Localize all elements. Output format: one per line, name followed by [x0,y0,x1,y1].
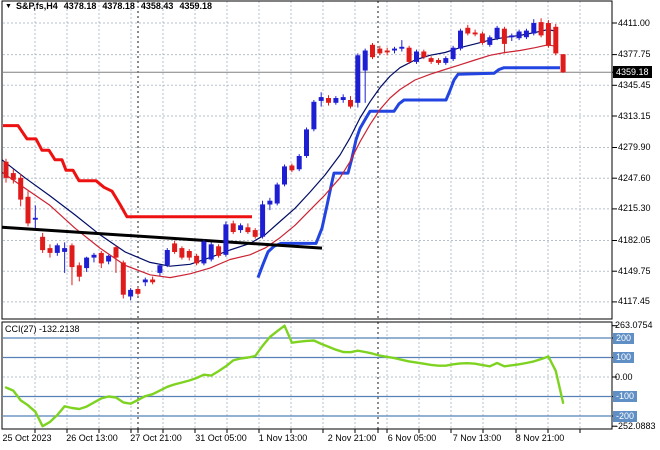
symbol-dropdown-icon[interactable]: ▼ [5,3,12,10]
symbol-info-bar: ▼ S&P,fs,H4 4378.18 4378.18 4358.43 4359.18 [5,1,212,11]
time-axis-label: 27 Oct 21:00 [130,433,182,443]
price-axis-label: 4313.15 [618,110,651,121]
price-axis-label: 4411.00 [618,17,650,28]
price-axis-label: 4215.30 [618,203,651,214]
price-axis-label: 4345.45 [618,79,651,90]
indicator-level-badge: -100 [613,391,638,402]
indicator-scale-label: 0.00 [615,371,633,382]
indicator-scale-label: -252.0883 [615,420,656,431]
time-axis-label: 26 Oct 13:00 [66,433,118,443]
current-price-badge: 4359.18 [613,66,652,79]
ohlc-high: 4378.18 [102,1,135,11]
price-axis-label: 4117.45 [618,296,650,307]
time-axis-label: 8 Nov 21:00 [515,433,565,443]
ohlc-low: 4358.43 [140,1,174,11]
time-axis-label: 25 Oct 2023 [2,433,52,443]
indicator-level-badge: 200 [613,332,635,344]
indicator-scale-label: 263.0754 [615,320,653,331]
indicator-label: CCI(27) -132.2138 [5,324,80,334]
symbol-timeframe-label: S&P,fs,H4 [15,1,58,11]
ohlc-open: 4378.18 [63,1,97,11]
time-axis-label: 7 Nov 13:00 [452,433,502,443]
ohlc-close: 4359.18 [179,1,212,11]
price-axis-label: 4279.90 [618,142,651,152]
time-axis-label: 31 Oct 05:00 [195,433,247,443]
price-axis-label: 4182.05 [618,235,651,245]
price-axis-label: 4247.60 [618,172,651,183]
time-axis-label: 1 Nov 13:00 [258,433,308,443]
indicator-level-badge: -200 [613,410,638,422]
price-axis-label: 4377.75 [618,49,651,60]
price-axis-label: 4149.75 [618,265,651,276]
time-axis-label: 6 Nov 05:00 [387,433,437,443]
time-axis-label: 2 Nov 21:00 [327,433,377,443]
indicator-level-badge: 100 [613,352,635,363]
